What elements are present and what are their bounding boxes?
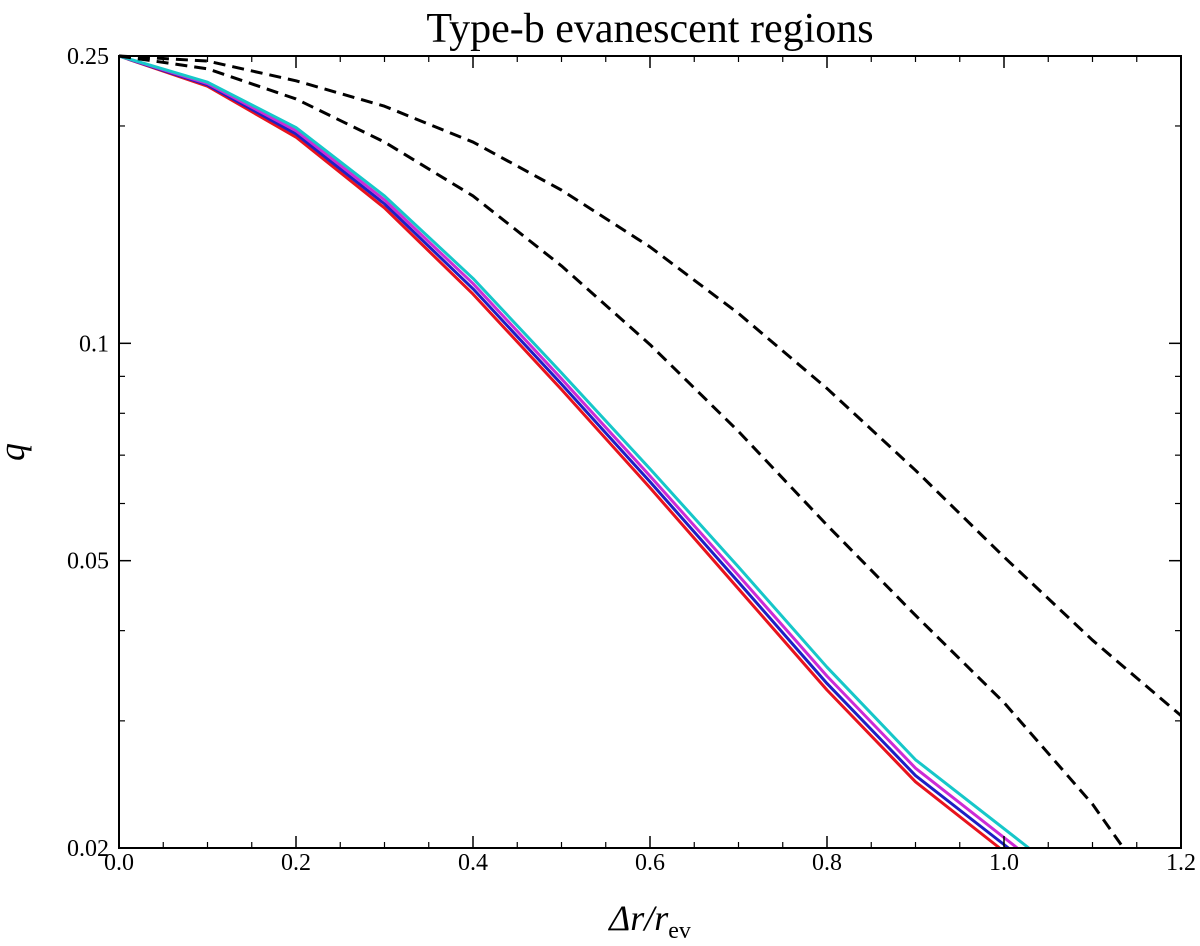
series-line-1	[118, 54, 1001, 850]
x-axis-label-main: Δr/r	[607, 898, 669, 938]
x-tick-label: 0.6	[635, 850, 665, 876]
x-tick-label: 1.0	[989, 850, 1019, 876]
y-tick-label: 0.25	[67, 44, 109, 70]
chart-title: Type-b evanescent regions	[426, 6, 873, 52]
y-tick-label: 0.02	[67, 836, 109, 862]
tick-layer: 0.0 0.2 0.4 0.6 0.8 1.0 1.2 0.25 0.1 0.05 0.02	[67, 44, 1196, 876]
y-axis-label: q	[0, 443, 32, 461]
series-line-2	[118, 54, 1010, 850]
series-line-3	[118, 54, 1019, 850]
y-tick-label: 0.05	[67, 549, 109, 575]
x-tick-label: 0.2	[281, 850, 311, 876]
series-line-5	[118, 54, 1125, 849]
plot-frame	[118, 55, 1182, 849]
x-axis-label-sub: ev	[668, 918, 691, 944]
x-tick-label: 0.4	[458, 850, 488, 876]
x-axis-label: Δr/rev	[607, 898, 691, 944]
x-tick-label: 1.2	[1166, 850, 1196, 876]
y-tick-label: 0.1	[79, 331, 109, 357]
x-tick-label: 0.0	[104, 850, 134, 876]
series-line-4	[118, 54, 1030, 850]
series-line-6	[118, 54, 1182, 717]
x-tick-label: 0.8	[812, 850, 842, 876]
series-layer	[118, 54, 1182, 850]
